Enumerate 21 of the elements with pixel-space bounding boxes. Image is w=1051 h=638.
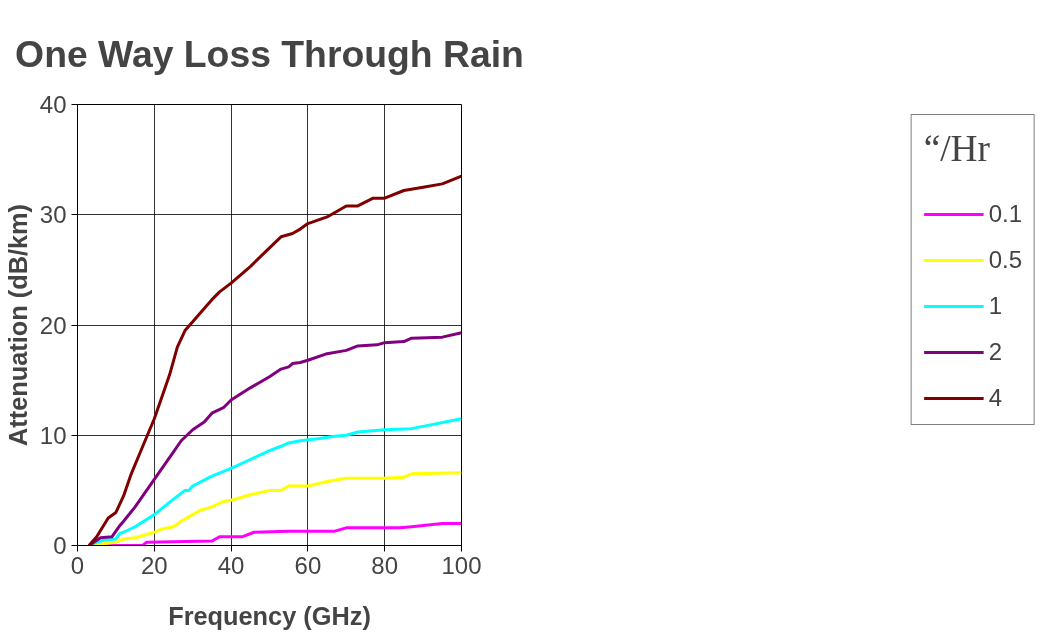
line-series [87, 174, 462, 546]
legend-label: 0.5 [988, 246, 1022, 274]
y-tick-label: 0 [53, 532, 67, 559]
x-tick-label: 80 [371, 551, 399, 579]
x-tick-label: 20 [140, 551, 168, 579]
y-tick-label: 10 [39, 421, 67, 449]
x-tick-label: 0 [70, 551, 85, 579]
y-tick-label: 20 [39, 311, 67, 339]
y-tick-label: 30 [39, 201, 67, 229]
x-tick-label: 60 [294, 551, 322, 579]
x-tick-label: 40 [217, 551, 245, 579]
y-axis-title: Attenuation (dB/km) [3, 203, 32, 446]
legend-label: 4 [988, 384, 1003, 412]
legend-label: 0.1 [988, 200, 1022, 228]
x-axis-title: Frequency (GHz) [168, 601, 371, 630]
chart-title: One Way Loss Through Rain [15, 32, 524, 75]
legend-title: “/Hr [923, 127, 991, 170]
legend-label: 1 [988, 292, 1003, 320]
x-tick-label: 100 [441, 551, 482, 579]
legend-label: 2 [988, 338, 1003, 366]
y-tick-label: 40 [39, 91, 67, 118]
